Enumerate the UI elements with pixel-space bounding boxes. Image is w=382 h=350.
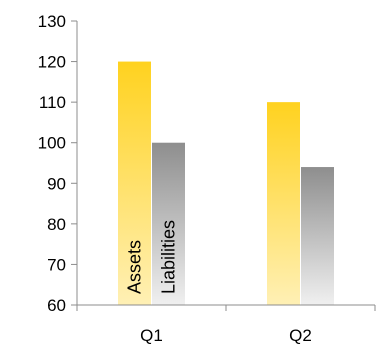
- bar-liabilities-q1: [152, 142, 185, 305]
- y-tick-label: 100: [38, 134, 66, 153]
- y-tick-label: 60: [47, 296, 66, 315]
- bar-assets-q2: [267, 102, 300, 306]
- bar-assets-q1: [118, 61, 151, 306]
- y-tick-label: 80: [47, 215, 66, 234]
- x-tick-label: Q2: [289, 326, 312, 345]
- y-tick-label: 120: [38, 53, 66, 72]
- y-tick-label: 70: [47, 255, 66, 274]
- series-label-liabilities: Liabilities: [159, 220, 179, 294]
- series-labels: Assets Liabilities: [125, 220, 179, 294]
- y-tick-label: 130: [38, 12, 66, 31]
- x-axis-ticks: Q1 Q2: [76, 305, 376, 345]
- x-tick-label: Q1: [140, 326, 163, 345]
- y-tick-label: 90: [47, 174, 66, 193]
- bar-liabilities-q2: [301, 167, 334, 305]
- series-label-assets: Assets: [125, 240, 145, 294]
- y-tick-label: 110: [39, 93, 66, 112]
- bars: [118, 61, 334, 306]
- y-axis-ticks: 60 70 80 90 100 110 120 130: [38, 12, 77, 315]
